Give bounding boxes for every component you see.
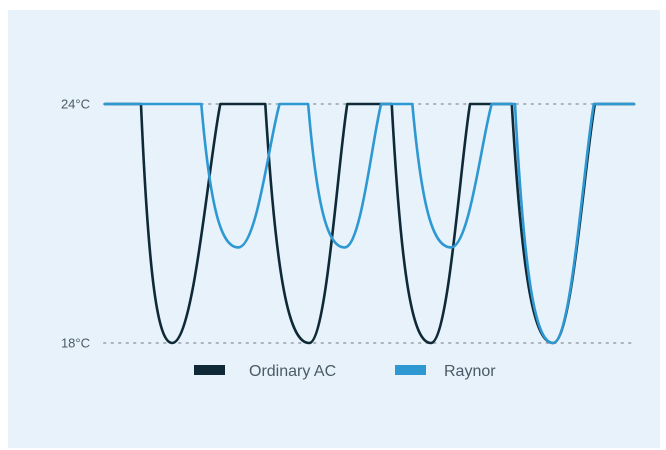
legend-label-ordinary-ac: Ordinary AC bbox=[249, 363, 336, 380]
legend-swatch-ordinary-ac bbox=[194, 365, 225, 375]
temperature-chart: 24°C 18°C Ordinary AC Raynor bbox=[8, 10, 660, 448]
y-tick-label-24: 24°C bbox=[61, 97, 90, 112]
y-tick-label-18: 18°C bbox=[61, 336, 90, 351]
series-line-raynor bbox=[103, 102, 636, 345]
legend-label-raynor: Raynor bbox=[444, 363, 496, 380]
chart-panel: 24°C 18°C Ordinary AC Raynor bbox=[8, 10, 660, 448]
legend-swatch-raynor bbox=[395, 365, 426, 375]
